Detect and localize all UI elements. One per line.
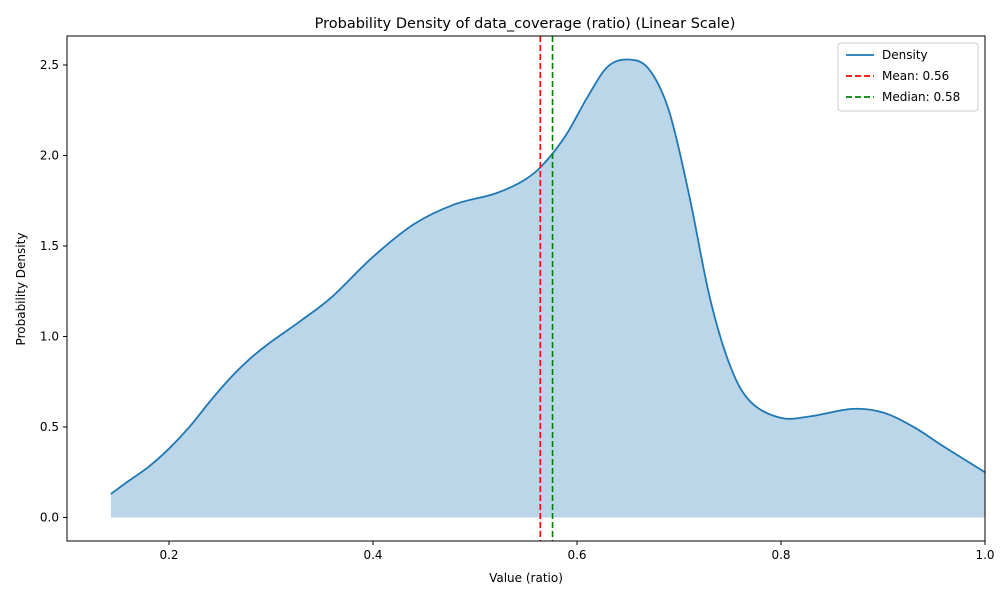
x-tick-label: 1.0 [975, 548, 994, 562]
y-axis-label: Probability Density [14, 233, 28, 346]
legend-item-median: Median: 0.58 [846, 90, 960, 104]
legend-label: Median: 0.58 [882, 90, 960, 104]
y-tick-label: 0.0 [40, 510, 59, 524]
legend-label: Density [882, 48, 928, 62]
legend-label: Mean: 0.56 [882, 69, 949, 83]
legend-box [837, 42, 979, 112]
y-tick-label: 1.5 [40, 239, 59, 253]
legend-item-mean: Mean: 0.56 [846, 69, 949, 83]
density-area [110, 59, 986, 518]
legend: Density Mean: 0.56 Median: 0.58 [837, 42, 979, 112]
plot-frame [66, 35, 986, 542]
x-tick-label: 0.8 [771, 548, 790, 562]
y-tick-label: 0.5 [40, 420, 59, 434]
y-tick-label: 1.0 [40, 329, 59, 343]
x-axis-label: Value (ratio) [489, 571, 563, 585]
x-tick-label: 0.6 [567, 548, 586, 562]
chart-title: Probability Density of data_coverage (ra… [315, 16, 736, 32]
x-tick-label: 0.2 [159, 548, 178, 562]
y-tick-label: 2.5 [40, 58, 59, 72]
y-tick-label: 2.0 [40, 148, 59, 162]
legend-item-density: Density [846, 48, 928, 62]
density-line [110, 58, 986, 495]
x-tick-label: 0.4 [363, 548, 382, 562]
